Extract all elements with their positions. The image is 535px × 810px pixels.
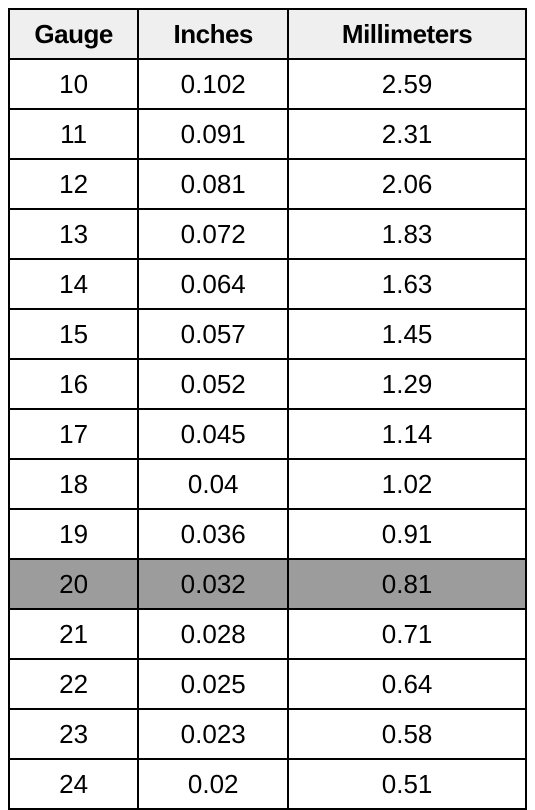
table-row: 190.0360.91 — [9, 509, 526, 559]
cell-inches: 0.023 — [138, 709, 288, 759]
table-header-row: Gauge Inches Millimeters — [9, 9, 526, 59]
cell-mm: 1.83 — [288, 209, 526, 259]
cell-inches: 0.102 — [138, 59, 288, 109]
cell-gauge: 17 — [9, 409, 138, 459]
cell-inches: 0.036 — [138, 509, 288, 559]
cell-mm: 0.64 — [288, 659, 526, 709]
table-row: 230.0230.58 — [9, 709, 526, 759]
gauge-table: Gauge Inches Millimeters 100.1022.59110.… — [8, 8, 527, 810]
table-row: 110.0912.31 — [9, 109, 526, 159]
cell-gauge: 11 — [9, 109, 138, 159]
cell-mm: 1.29 — [288, 359, 526, 409]
cell-gauge: 22 — [9, 659, 138, 709]
table-row: 120.0812.06 — [9, 159, 526, 209]
cell-mm: 0.58 — [288, 709, 526, 759]
cell-gauge: 20 — [9, 559, 138, 609]
cell-inches: 0.052 — [138, 359, 288, 409]
cell-gauge: 12 — [9, 159, 138, 209]
cell-gauge: 15 — [9, 309, 138, 359]
table-row: 130.0721.83 — [9, 209, 526, 259]
cell-inches: 0.064 — [138, 259, 288, 309]
cell-inches: 0.057 — [138, 309, 288, 359]
table-row: 170.0451.14 — [9, 409, 526, 459]
cell-gauge: 14 — [9, 259, 138, 309]
cell-inches: 0.025 — [138, 659, 288, 709]
table-row: 100.1022.59 — [9, 59, 526, 109]
cell-inches: 0.032 — [138, 559, 288, 609]
cell-gauge: 10 — [9, 59, 138, 109]
cell-inches: 0.04 — [138, 459, 288, 509]
cell-mm: 2.06 — [288, 159, 526, 209]
cell-inches: 0.091 — [138, 109, 288, 159]
column-header-mm: Millimeters — [288, 9, 526, 59]
cell-inches: 0.081 — [138, 159, 288, 209]
cell-mm: 0.91 — [288, 509, 526, 559]
cell-gauge: 21 — [9, 609, 138, 659]
cell-gauge: 19 — [9, 509, 138, 559]
table-row: 210.0280.71 — [9, 609, 526, 659]
table-row: 150.0571.45 — [9, 309, 526, 359]
cell-mm: 2.59 — [288, 59, 526, 109]
cell-inches: 0.072 — [138, 209, 288, 259]
cell-mm: 2.31 — [288, 109, 526, 159]
cell-mm: 1.45 — [288, 309, 526, 359]
cell-mm: 1.63 — [288, 259, 526, 309]
cell-inches: 0.02 — [138, 759, 288, 809]
cell-mm: 0.81 — [288, 559, 526, 609]
cell-inches: 0.045 — [138, 409, 288, 459]
cell-mm: 1.14 — [288, 409, 526, 459]
cell-gauge: 24 — [9, 759, 138, 809]
column-header-gauge: Gauge — [9, 9, 138, 59]
column-header-inches: Inches — [138, 9, 288, 59]
cell-mm: 0.51 — [288, 759, 526, 809]
cell-inches: 0.028 — [138, 609, 288, 659]
cell-gauge: 16 — [9, 359, 138, 409]
table-row: 240.020.51 — [9, 759, 526, 809]
table-row: 220.0250.64 — [9, 659, 526, 709]
table-row: 180.041.02 — [9, 459, 526, 509]
cell-gauge: 23 — [9, 709, 138, 759]
cell-gauge: 13 — [9, 209, 138, 259]
table-row: 200.0320.81 — [9, 559, 526, 609]
table-row: 160.0521.29 — [9, 359, 526, 409]
cell-mm: 1.02 — [288, 459, 526, 509]
table-row: 140.0641.63 — [9, 259, 526, 309]
cell-mm: 0.71 — [288, 609, 526, 659]
cell-gauge: 18 — [9, 459, 138, 509]
